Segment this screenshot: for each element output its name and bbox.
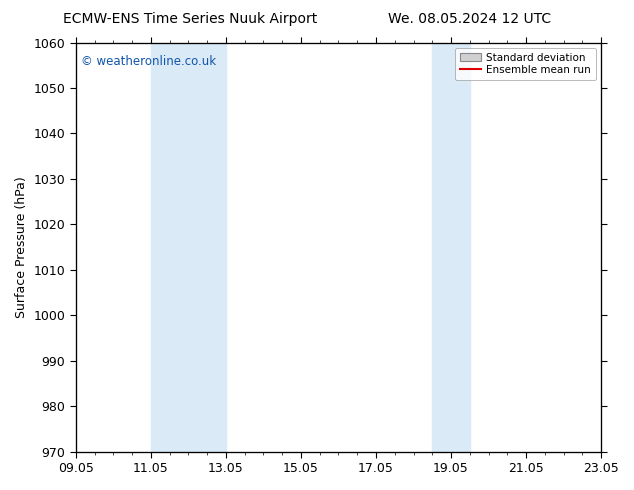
Bar — [432, 43, 470, 452]
Text: We. 08.05.2024 12 UTC: We. 08.05.2024 12 UTC — [387, 12, 551, 26]
Bar — [151, 43, 226, 452]
Text: ECMW-ENS Time Series Nuuk Airport: ECMW-ENS Time Series Nuuk Airport — [63, 12, 318, 26]
Text: © weatheronline.co.uk: © weatheronline.co.uk — [81, 55, 216, 68]
Y-axis label: Surface Pressure (hPa): Surface Pressure (hPa) — [15, 176, 28, 318]
Legend: Standard deviation, Ensemble mean run: Standard deviation, Ensemble mean run — [455, 48, 596, 80]
